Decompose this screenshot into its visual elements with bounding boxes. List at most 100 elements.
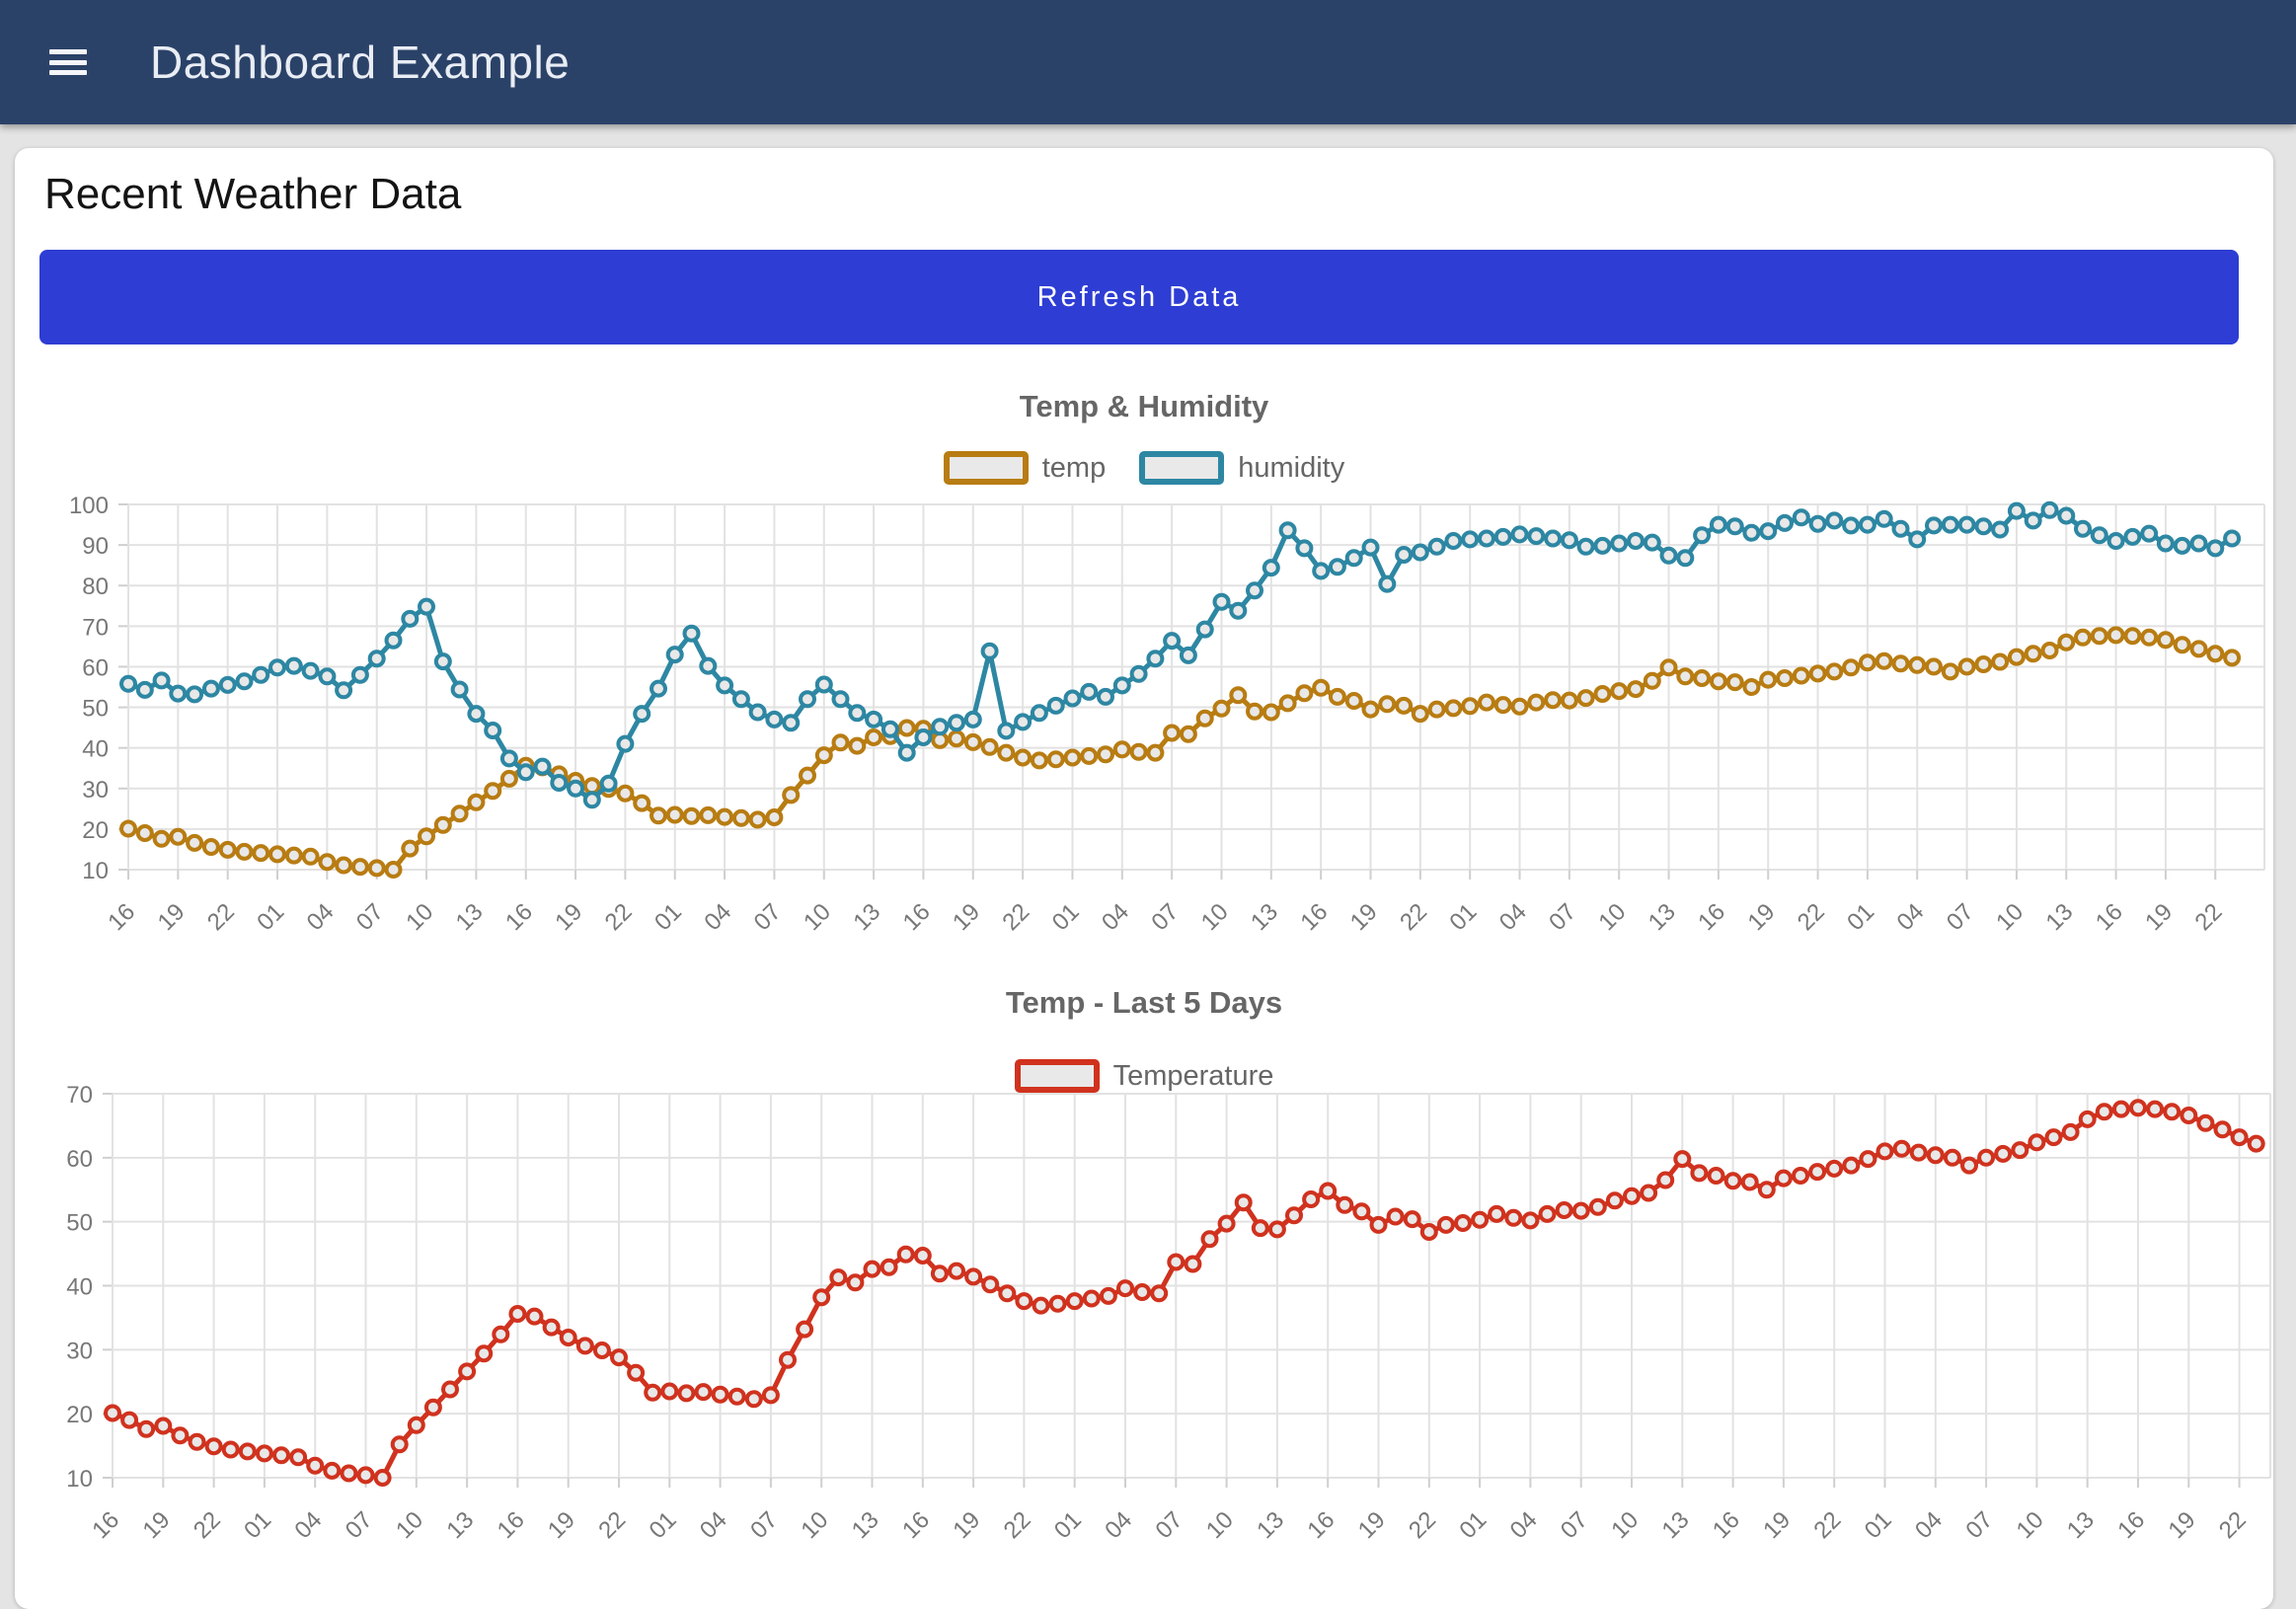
svg-text:19: 19 bbox=[550, 898, 587, 936]
svg-text:13: 13 bbox=[847, 1506, 884, 1544]
svg-text:10: 10 bbox=[66, 1466, 93, 1493]
svg-text:10: 10 bbox=[1201, 1506, 1239, 1544]
svg-text:01: 01 bbox=[1860, 1506, 1897, 1544]
svg-text:60: 60 bbox=[66, 1146, 93, 1173]
content-card bbox=[15, 148, 2273, 1609]
svg-text:01: 01 bbox=[239, 1506, 276, 1544]
svg-text:07: 07 bbox=[745, 1506, 783, 1544]
svg-text:01: 01 bbox=[252, 898, 289, 936]
svg-text:10: 10 bbox=[401, 898, 438, 936]
chart1-title: Temp & Humidity bbox=[1019, 389, 1269, 423]
svg-text:20: 20 bbox=[82, 817, 109, 844]
svg-text:22: 22 bbox=[1404, 1506, 1441, 1544]
svg-text:13: 13 bbox=[451, 898, 489, 936]
svg-text:07: 07 bbox=[1960, 1506, 1998, 1544]
svg-text:10: 10 bbox=[2012, 1506, 2049, 1544]
svg-text:04: 04 bbox=[1494, 898, 1532, 936]
legend-item-temp[interactable]: temp bbox=[943, 451, 1107, 485]
svg-text:22: 22 bbox=[2214, 1506, 2252, 1544]
svg-text:01: 01 bbox=[1454, 1506, 1492, 1544]
svg-text:13: 13 bbox=[848, 898, 885, 936]
svg-text:07: 07 bbox=[1556, 1506, 1593, 1544]
svg-text:07: 07 bbox=[1151, 1506, 1188, 1544]
svg-text:19: 19 bbox=[153, 898, 191, 936]
svg-text:19: 19 bbox=[948, 898, 985, 936]
svg-text:22: 22 bbox=[1395, 898, 1432, 936]
svg-text:40: 40 bbox=[66, 1274, 93, 1301]
svg-text:22: 22 bbox=[999, 1506, 1036, 1544]
page-title: Recent Weather Data bbox=[44, 170, 462, 218]
svg-text:19: 19 bbox=[138, 1506, 176, 1544]
svg-text:19: 19 bbox=[2140, 898, 2178, 936]
svg-text:07: 07 bbox=[351, 898, 389, 936]
svg-text:07: 07 bbox=[1544, 898, 1581, 936]
svg-text:20: 20 bbox=[66, 1402, 93, 1428]
svg-text:60: 60 bbox=[82, 654, 109, 681]
svg-text:22: 22 bbox=[997, 898, 1034, 936]
svg-text:16: 16 bbox=[500, 898, 538, 936]
temp-last-5-days-chart-canvas: 70 60 50 40 30 20 10 16 19 22 01 04 07 10 13 16 19 22 01 04… bbox=[66, 1082, 2271, 1544]
svg-text:07: 07 bbox=[1146, 898, 1184, 936]
svg-text:16: 16 bbox=[87, 1506, 124, 1544]
svg-text:19: 19 bbox=[1353, 1506, 1391, 1544]
legend-item-temperature[interactable]: Temperature bbox=[1014, 1059, 1274, 1093]
svg-text:10: 10 bbox=[391, 1506, 428, 1544]
svg-text:13: 13 bbox=[441, 1506, 479, 1544]
svg-text:16: 16 bbox=[897, 1506, 935, 1544]
temperature-legend-label: Temperature bbox=[1112, 1059, 1274, 1092]
svg-text:04: 04 bbox=[1892, 898, 1930, 936]
svg-text:04: 04 bbox=[1100, 1506, 1137, 1544]
svg-text:16: 16 bbox=[1693, 898, 1730, 936]
svg-text:10: 10 bbox=[1593, 898, 1631, 936]
app-header: Dashboard Example bbox=[0, 0, 2296, 124]
svg-text:16: 16 bbox=[103, 898, 140, 936]
svg-text:13: 13 bbox=[2041, 898, 2079, 936]
svg-text:16: 16 bbox=[1302, 1506, 1339, 1544]
svg-text:70: 70 bbox=[66, 1082, 93, 1109]
menu-icon[interactable] bbox=[49, 49, 87, 75]
svg-text:16: 16 bbox=[2112, 1506, 2150, 1544]
svg-text:10: 10 bbox=[1991, 898, 2028, 936]
svg-text:80: 80 bbox=[82, 574, 109, 600]
svg-text:16: 16 bbox=[1708, 1506, 1745, 1544]
svg-text:01: 01 bbox=[1049, 1506, 1087, 1544]
refresh-data-button[interactable]: Refresh Data bbox=[39, 250, 2239, 345]
svg-text:22: 22 bbox=[202, 898, 240, 936]
svg-text:04: 04 bbox=[699, 898, 736, 936]
svg-text:04: 04 bbox=[1505, 1506, 1543, 1544]
svg-text:22: 22 bbox=[593, 1506, 631, 1544]
svg-text:13: 13 bbox=[1657, 1506, 1695, 1544]
svg-text:04: 04 bbox=[289, 1506, 327, 1544]
svg-text:07: 07 bbox=[341, 1506, 378, 1544]
svg-text:19: 19 bbox=[1758, 1506, 1796, 1544]
svg-text:16: 16 bbox=[493, 1506, 530, 1544]
svg-text:16: 16 bbox=[2091, 898, 2128, 936]
humidity-legend-label: humidity bbox=[1238, 451, 1345, 484]
svg-text:70: 70 bbox=[82, 614, 109, 641]
temp-legend-label: temp bbox=[1041, 451, 1107, 484]
svg-text:10: 10 bbox=[1196, 898, 1234, 936]
svg-text:07: 07 bbox=[1942, 898, 1979, 936]
svg-text:40: 40 bbox=[82, 736, 109, 763]
temp-humidity-chart-canvas: 100 90 80 70 60 50 40 30 20 10 16 19 22 01 04 07 10 13 16 1… bbox=[69, 493, 2265, 936]
svg-text:19: 19 bbox=[543, 1506, 580, 1544]
svg-text:30: 30 bbox=[82, 777, 109, 804]
svg-text:19: 19 bbox=[2164, 1506, 2201, 1544]
chart1-legend: temp humidity bbox=[44, 446, 2244, 490]
svg-text:22: 22 bbox=[2190, 898, 2228, 936]
svg-text:19: 19 bbox=[948, 1506, 985, 1544]
humidity-legend-swatch bbox=[1139, 451, 1225, 485]
svg-text:22: 22 bbox=[1808, 1506, 1846, 1544]
svg-text:04: 04 bbox=[302, 898, 340, 936]
svg-text:04: 04 bbox=[1910, 1506, 1948, 1544]
svg-text:90: 90 bbox=[82, 533, 109, 560]
svg-text:01: 01 bbox=[650, 898, 687, 936]
legend-item-humidity[interactable]: humidity bbox=[1139, 451, 1344, 485]
svg-text:50: 50 bbox=[66, 1210, 93, 1237]
svg-text:13: 13 bbox=[1246, 898, 1283, 936]
svg-text:13: 13 bbox=[1644, 898, 1681, 936]
svg-text:16: 16 bbox=[1295, 898, 1333, 936]
svg-text:16: 16 bbox=[898, 898, 936, 936]
svg-text:04: 04 bbox=[695, 1506, 732, 1544]
svg-text:22: 22 bbox=[600, 898, 638, 936]
